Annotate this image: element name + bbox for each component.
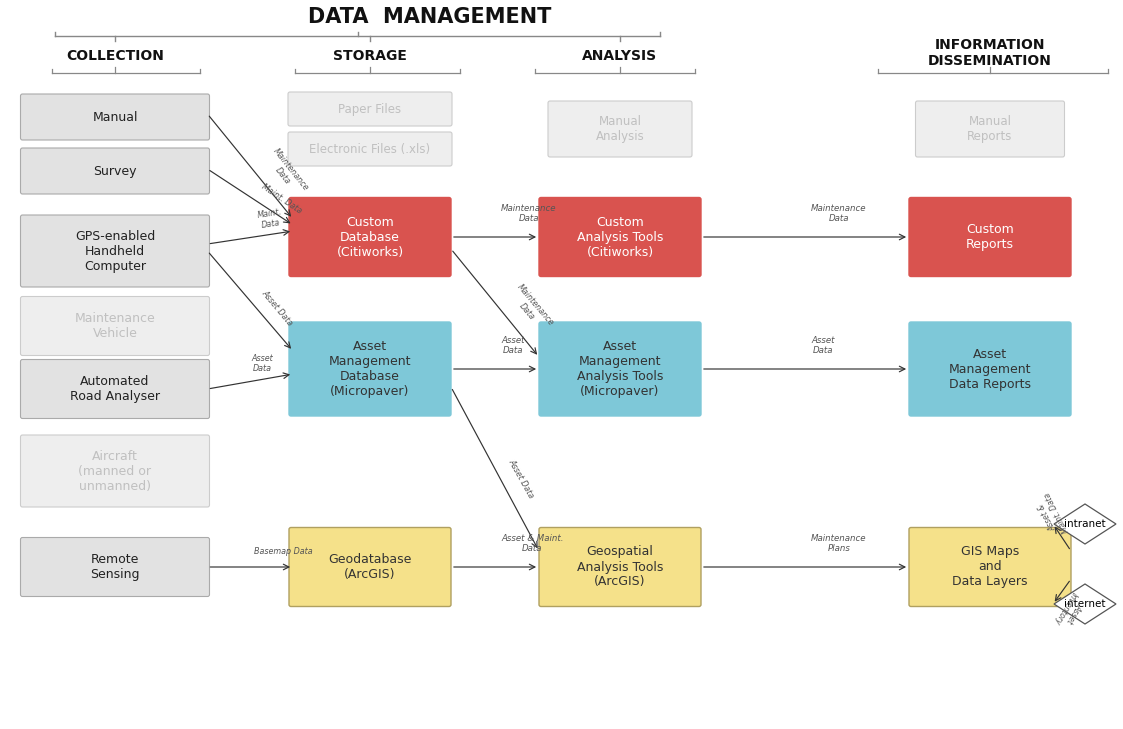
Text: Manual: Manual	[92, 111, 138, 123]
FancyBboxPatch shape	[909, 198, 1071, 276]
Text: intranet: intranet	[1065, 519, 1106, 529]
Text: Asset &
Maint. Data: Asset & Maint. Data	[1033, 491, 1070, 539]
Text: Manual
Reports: Manual Reports	[967, 115, 1013, 143]
Text: Maint.
Data: Maint. Data	[256, 208, 284, 230]
FancyBboxPatch shape	[20, 537, 210, 596]
FancyBboxPatch shape	[20, 94, 210, 140]
Text: Asset
Management
Database
(Micropaver): Asset Management Database (Micropaver)	[329, 340, 411, 398]
Text: Custom
Analysis Tools
(Citiworks): Custom Analysis Tools (Citiworks)	[577, 216, 664, 259]
Text: Custom
Reports: Custom Reports	[966, 223, 1014, 251]
Text: Custom
Database
(Citiworks): Custom Database (Citiworks)	[337, 216, 403, 259]
Text: ANALYSIS: ANALYSIS	[583, 49, 658, 63]
FancyBboxPatch shape	[20, 215, 210, 287]
Text: Asset
Management
Data Reports: Asset Management Data Reports	[949, 348, 1031, 391]
Text: Basemap Data: Basemap Data	[254, 547, 312, 556]
Text: Manual
Analysis: Manual Analysis	[595, 115, 645, 143]
Text: Maintenance
Data: Maintenance Data	[811, 203, 867, 223]
Text: Aircraft
(manned or
unmanned): Aircraft (manned or unmanned)	[79, 450, 152, 493]
Text: INFORMATION
DISSEMINATION: INFORMATION DISSEMINATION	[928, 38, 1052, 68]
FancyBboxPatch shape	[539, 198, 701, 276]
FancyBboxPatch shape	[289, 198, 451, 276]
FancyBboxPatch shape	[289, 322, 451, 416]
Text: Asset Data: Asset Data	[506, 458, 536, 499]
Text: internet: internet	[1065, 599, 1106, 609]
Text: Asset
Data: Asset Data	[501, 335, 524, 355]
FancyBboxPatch shape	[289, 528, 451, 607]
Text: Maintenance
Data: Maintenance Data	[501, 203, 557, 223]
Text: Maint. Data: Maint. Data	[261, 182, 303, 216]
Text: Asset Data: Asset Data	[261, 288, 295, 327]
FancyBboxPatch shape	[287, 92, 451, 126]
Polygon shape	[1054, 584, 1116, 624]
Text: GIS Maps
and
Data Layers: GIS Maps and Data Layers	[952, 545, 1028, 588]
FancyBboxPatch shape	[20, 148, 210, 194]
FancyBboxPatch shape	[539, 322, 701, 416]
Text: Maintenance
Data: Maintenance Data	[263, 147, 310, 199]
FancyBboxPatch shape	[20, 435, 210, 507]
Text: Asset
Management
Analysis Tools
(Micropaver): Asset Management Analysis Tools (Micropa…	[577, 340, 664, 398]
Text: Maintenance
Data: Maintenance Data	[506, 282, 555, 334]
Text: Asset
Data: Asset Data	[252, 354, 273, 373]
Text: Remote
Sensing: Remote Sensing	[90, 553, 139, 581]
FancyBboxPatch shape	[548, 101, 692, 157]
FancyBboxPatch shape	[909, 528, 1071, 607]
Text: Maintenance
Plans: Maintenance Plans	[811, 534, 867, 553]
Polygon shape	[1054, 504, 1116, 544]
Text: Automated
Road Analyser: Automated Road Analyser	[70, 375, 159, 403]
Text: Maintenance
Vehicle: Maintenance Vehicle	[74, 312, 155, 340]
Text: STORAGE: STORAGE	[334, 49, 407, 63]
Text: Asset
Data: Asset Data	[811, 335, 834, 355]
FancyBboxPatch shape	[20, 359, 210, 418]
Text: Paper Files: Paper Files	[338, 103, 402, 115]
FancyBboxPatch shape	[915, 101, 1065, 157]
Text: DATA  MANAGEMENT: DATA MANAGEMENT	[309, 7, 551, 27]
Text: Survey: Survey	[93, 165, 137, 177]
Text: Asset & Maint.
Data: Asset & Maint. Data	[501, 534, 564, 553]
FancyBboxPatch shape	[539, 528, 701, 607]
FancyBboxPatch shape	[287, 132, 451, 166]
FancyBboxPatch shape	[909, 322, 1071, 416]
Text: Geodatabase
(ArcGIS): Geodatabase (ArcGIS)	[328, 553, 412, 581]
Text: Geospatial
Analysis Tools
(ArcGIS): Geospatial Analysis Tools (ArcGIS)	[577, 545, 664, 588]
Text: Electronic Files (.xls): Electronic Files (.xls)	[310, 142, 430, 155]
Text: GPS-enabled
Handheld
Computer: GPS-enabled Handheld Computer	[75, 230, 155, 273]
Text: Asset
Inventory: Asset Inventory	[1052, 590, 1087, 631]
Text: COLLECTION: COLLECTION	[66, 49, 164, 63]
FancyBboxPatch shape	[20, 297, 210, 356]
